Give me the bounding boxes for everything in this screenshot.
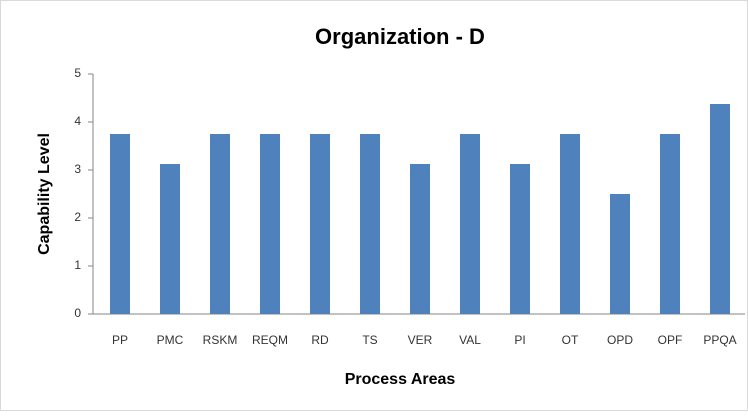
bar [710,104,730,314]
bar [660,134,680,314]
x-tick-label: OT [562,333,579,347]
bar [460,134,480,314]
x-tick-label: PPQA [703,333,736,347]
y-tick-label: 5 [74,66,81,80]
bar [110,134,130,314]
y-tick-label: 1 [74,258,81,272]
x-tick-label: REQM [252,333,288,347]
y-tick-label: 4 [74,114,81,128]
x-tick-label: VER [408,333,433,347]
x-tick-label: PP [112,333,128,347]
bar [160,164,180,314]
bar [410,164,430,314]
y-tick-label: 2 [74,210,81,224]
bar [560,134,580,314]
x-tick-label: RSKM [203,333,238,347]
y-tick-label: 0 [74,306,81,320]
y-tick-label: 3 [74,162,81,176]
x-tick-label: TS [362,333,377,347]
y-axis-label: Capability Level [36,133,53,255]
x-tick-label: OPF [658,333,683,347]
x-tick-label: RD [311,333,329,347]
x-tick-label: OPD [607,333,633,347]
x-tick-label: PI [514,333,525,347]
bar [360,134,380,314]
bar [610,194,630,314]
bar [260,134,280,314]
chart-title: Organization - D [315,24,485,49]
x-tick-label: VAL [459,333,481,347]
bar [510,164,530,314]
bar [310,134,330,314]
bar [210,134,230,314]
x-axis-label: Process Areas [345,371,456,388]
x-tick-label: PMC [157,333,184,347]
